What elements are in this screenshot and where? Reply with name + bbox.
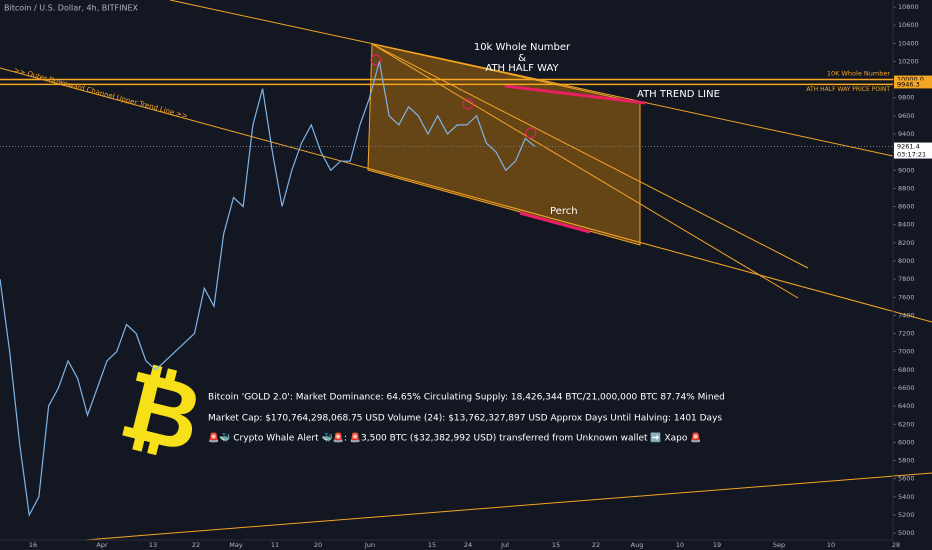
y-tick-label: 9800 [898, 94, 915, 102]
y-tick-label: 5400 [898, 493, 915, 501]
info-line: Bitcoin 'GOLD 2.0': Market Dominance: 64… [208, 393, 725, 403]
y-tick-label: 9600 [898, 112, 915, 120]
y-tick-label: 6200 [898, 420, 915, 428]
trend-line [84, 472, 932, 541]
annotation: 10k Whole Number [474, 42, 571, 53]
level-tag [894, 80, 932, 89]
x-tick-label: 24 [464, 541, 472, 549]
y-tick-label: 9400 [898, 130, 915, 138]
x-tick-label: 19 [713, 541, 721, 549]
y-tick-label: 5800 [898, 457, 915, 465]
level-label: ATH HALF WAY PRICE POINT [806, 86, 890, 93]
y-tick-label: 8200 [898, 239, 915, 247]
y-tick-label: 10800 [898, 3, 919, 11]
level-label: 10K Whole Number [827, 70, 890, 78]
annotation: ATH HALF WAY [485, 63, 559, 74]
x-tick-label: Aug [631, 541, 644, 549]
x-tick-label: 16 [29, 541, 37, 549]
y-tick-label: 6600 [898, 384, 915, 392]
ath-highlight [504, 84, 646, 105]
y-tick-label: 7400 [898, 311, 915, 319]
y-tick-label: 6000 [898, 438, 915, 446]
level-tag [894, 75, 932, 84]
annotation: & [518, 53, 526, 64]
y-tick-label: 10600 [898, 21, 919, 29]
level-value: 9946.3 [897, 80, 920, 88]
x-tick-label: 13 [149, 541, 157, 549]
trend-line [371, 43, 799, 299]
info-line: 🚨🐳 Crypto Whale Alert 🐳🚨: 🚨3,500 BTC ($3… [208, 432, 701, 444]
x-tick-label: 22 [192, 541, 200, 549]
y-tick-label: 9000 [898, 166, 915, 174]
y-tick-label: 8600 [898, 203, 915, 211]
chart-title: Bitcoin / U.S. Dollar, 4h, BITFINEX [4, 4, 139, 13]
x-tick-label: 11 [271, 541, 279, 549]
info-line: Market Cap: $170,764,298,068.75 USD Volu… [208, 414, 722, 424]
marker [525, 127, 537, 139]
touch-markers [370, 54, 537, 139]
annotation: ATH TREND LINE [637, 89, 720, 100]
x-tick-label: 15 [428, 541, 436, 549]
x-tick-label: 28 [892, 541, 900, 549]
x-tick-label: 10 [676, 541, 684, 549]
marker [462, 98, 474, 110]
y-tick-label: 10200 [898, 57, 919, 65]
y-tick-label: 7000 [898, 348, 915, 356]
y-tick-label: 5600 [898, 475, 915, 483]
price-line [0, 61, 536, 517]
trend-line [371, 43, 809, 269]
y-tick-label: 7800 [898, 275, 915, 283]
y-tick-label: 7200 [898, 330, 915, 338]
y-tick-label: 7600 [898, 293, 915, 301]
x-tick-label: 10 [827, 541, 835, 549]
x-tick-label: 20 [314, 541, 322, 549]
x-tick-label: 22 [592, 541, 600, 549]
last-price: 9261.4 [897, 143, 920, 151]
trend-line [0, 67, 932, 323]
perch-highlight [519, 211, 591, 234]
y-tick-label: 6800 [898, 366, 915, 374]
x-tick-label: Jul [500, 541, 509, 549]
x-tick-label: Sep [773, 541, 785, 549]
trend-line [169, 0, 894, 157]
y-tick-label: 5000 [898, 529, 915, 537]
countdown: 03:17:21 [897, 151, 926, 159]
marker [370, 54, 382, 66]
y-tick-label: 8800 [898, 184, 915, 192]
y-tick-label: 5200 [898, 511, 915, 519]
x-tick-label: 15 [552, 541, 560, 549]
x-tick-label: Apr [96, 541, 108, 549]
annotation: Perch [550, 206, 578, 217]
y-tick-label: 8000 [898, 257, 915, 265]
y-tick-label: 8400 [898, 221, 915, 229]
y-tick-label: 6400 [898, 402, 915, 410]
y-tick-label: 10400 [898, 39, 919, 47]
x-tick-label: Jun [364, 541, 375, 549]
x-tick-label: May [229, 541, 243, 549]
level-value: 10000.0 [897, 76, 924, 84]
price-tag [894, 142, 932, 159]
